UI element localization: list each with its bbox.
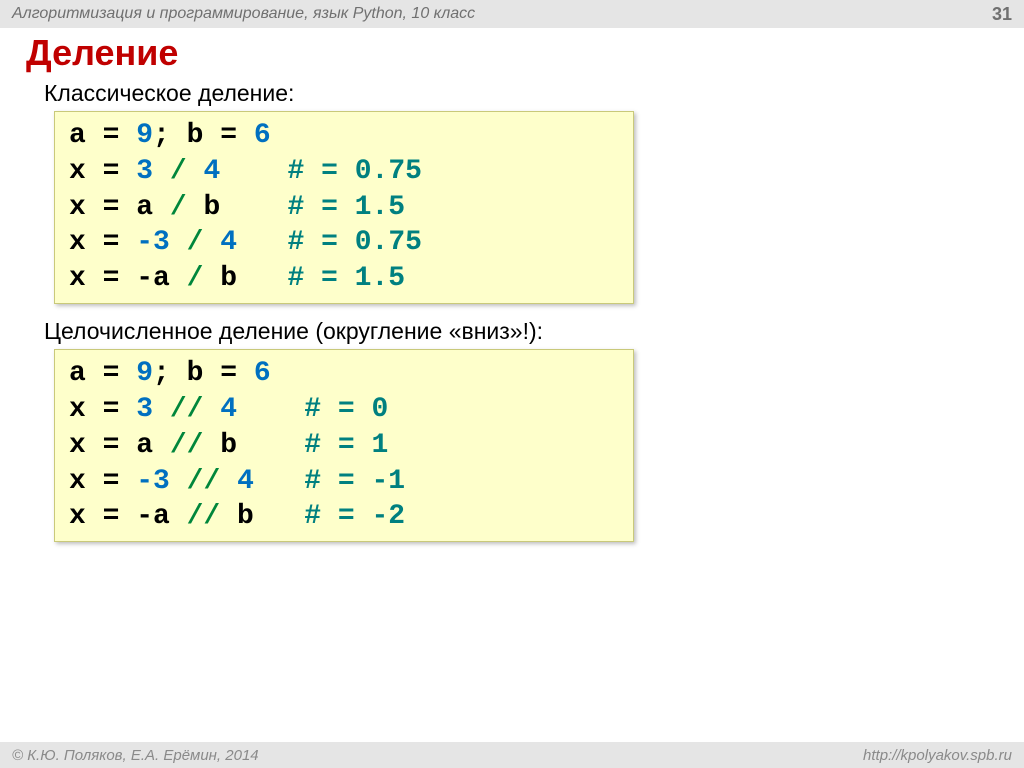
code-line: x = -a / b # = 1.5: [69, 261, 619, 297]
code-token: ; b =: [153, 358, 254, 389]
code-integer-division: a = 9; b = 6x = 3 // 4 # = 0x = a // b #…: [54, 349, 634, 542]
code-token: /: [187, 263, 204, 294]
slide-footer: © К.Ю. Поляков, Е.А. Ерёмин, 2014 http:/…: [0, 742, 1024, 768]
page-title: Деление: [26, 32, 998, 74]
header-page-number: 31: [992, 4, 1012, 25]
code-token: b: [220, 501, 304, 532]
code-token: # = 0: [304, 394, 388, 425]
code-token: [170, 466, 187, 497]
slide-content: Деление Классическое деление: a = 9; b =…: [0, 28, 1024, 542]
code-token: [254, 466, 304, 497]
code-token: [153, 394, 170, 425]
code-token: 3: [136, 156, 153, 187]
code-token: # = 1.5: [287, 192, 405, 223]
code-token: 4: [220, 227, 237, 258]
code-token: x =: [69, 227, 136, 258]
code-line: x = a // b # = 1: [69, 428, 619, 464]
code-token: ; b =: [153, 120, 254, 151]
code-token: [237, 394, 304, 425]
code-token: b: [203, 430, 304, 461]
code-classic-division: a = 9; b = 6x = 3 / 4 # = 0.75x = a / b …: [54, 111, 634, 304]
code-token: 4: [220, 394, 237, 425]
code-line: x = 3 / 4 # = 0.75: [69, 154, 619, 190]
code-token: 9: [136, 120, 153, 151]
code-token: x = -a: [69, 263, 187, 294]
code-token: # = 0.75: [288, 227, 422, 258]
code-token: 3: [136, 394, 153, 425]
code-token: 9: [136, 358, 153, 389]
code-token: x = a: [69, 430, 170, 461]
footer-url: http://kpolyakov.spb.ru: [863, 747, 1012, 764]
code-token: -3: [136, 466, 170, 497]
code-token: [220, 156, 287, 187]
code-token: -3: [136, 227, 170, 258]
code-token: # = -2: [304, 501, 405, 532]
code-token: 6: [254, 120, 271, 151]
code-line: a = 9; b = 6: [69, 118, 619, 154]
code-line: x = -3 // 4 # = -1: [69, 464, 619, 500]
code-token: [237, 227, 287, 258]
code-line: a = 9; b = 6: [69, 356, 619, 392]
code-line: x = -3 / 4 # = 0.75: [69, 225, 619, 261]
code-token: [203, 227, 220, 258]
code-line: x = -a // b # = -2: [69, 499, 619, 535]
code-token: /: [170, 192, 187, 223]
code-token: //: [170, 430, 204, 461]
code-token: # = 1.5: [287, 263, 405, 294]
code-token: 4: [203, 156, 220, 187]
code-line: x = 3 // 4 # = 0: [69, 392, 619, 428]
footer-copyright: © К.Ю. Поляков, Е.А. Ерёмин, 2014: [12, 747, 259, 764]
code-token: //: [187, 466, 221, 497]
slide-header: Алгоритмизация и программирование, язык …: [0, 0, 1024, 28]
code-token: [170, 227, 187, 258]
code-token: //: [187, 501, 221, 532]
code-token: b: [203, 263, 287, 294]
code-token: x =: [69, 156, 136, 187]
code-token: /: [170, 156, 187, 187]
code-token: [153, 156, 170, 187]
section-integer-label: Целочисленное деление (округление «вниз»…: [44, 318, 998, 345]
code-token: a =: [69, 358, 136, 389]
code-token: # = 1: [304, 430, 388, 461]
code-token: [203, 394, 220, 425]
code-token: b: [187, 192, 288, 223]
code-token: # = 0.75: [288, 156, 422, 187]
code-token: [220, 466, 237, 497]
code-token: 6: [254, 358, 271, 389]
code-token: 4: [237, 466, 254, 497]
code-token: x =: [69, 466, 136, 497]
code-token: # = -1: [304, 466, 405, 497]
section-classic-label: Классическое деление:: [44, 80, 998, 107]
code-token: x =: [69, 394, 136, 425]
code-token: x = a: [69, 192, 170, 223]
code-line: x = a / b # = 1.5: [69, 190, 619, 226]
code-token: [187, 156, 204, 187]
header-subject: Алгоритмизация и программирование, язык …: [12, 5, 475, 23]
code-token: //: [170, 394, 204, 425]
code-token: /: [187, 227, 204, 258]
code-token: a =: [69, 120, 136, 151]
code-token: x = -a: [69, 501, 187, 532]
